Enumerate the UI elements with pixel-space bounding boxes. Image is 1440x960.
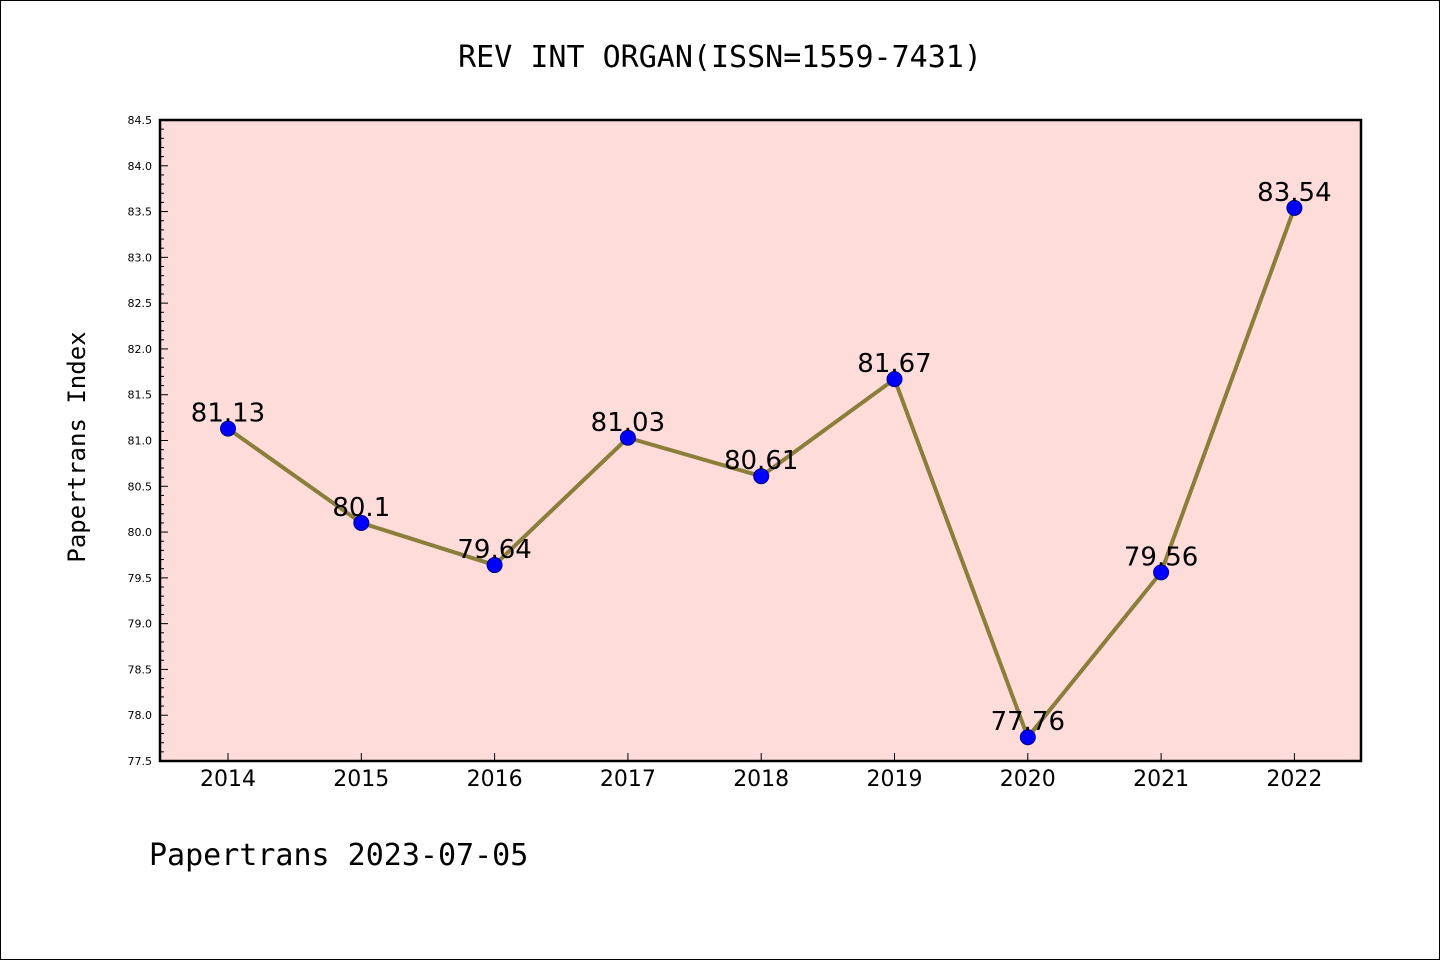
data-point	[353, 514, 370, 531]
x-axis-ticks: 2014 2015 2016 2017 2018 2019 2020 2021 2022	[200, 753, 1322, 792]
data-point	[1153, 564, 1170, 581]
x-tick-label: 2017	[600, 767, 656, 792]
series-layer	[220, 199, 1303, 746]
y-tick-label: 80.5	[128, 480, 153, 493]
data-point	[1286, 199, 1303, 216]
y-tick-label: 81.5	[128, 389, 153, 402]
x-tick-label: 2022	[1266, 767, 1322, 792]
plot-area	[158, 118, 1363, 763]
y-tick-label: 84.0	[128, 160, 153, 173]
data-point	[753, 468, 770, 485]
y-tick-label: 77.5	[128, 755, 153, 768]
y-tick-label: 84.5	[128, 114, 153, 127]
x-tick-label: 2014	[200, 767, 256, 792]
data-label: 79.64	[457, 535, 531, 565]
x-tick-label: 2019	[867, 767, 923, 792]
x-tick-label: 2016	[467, 767, 523, 792]
data-point	[486, 557, 503, 574]
footer-text: Papertrans 2023-07-05	[149, 838, 528, 873]
x-tick-label: 2018	[733, 767, 789, 792]
x-tick-label: 2015	[333, 767, 389, 792]
data-label: 81.13	[191, 399, 265, 429]
data-point	[220, 420, 236, 437]
y-tick-label: 83.5	[128, 206, 153, 219]
y-axis-label: Papertrans Index	[63, 331, 91, 562]
data-label: 80.61	[724, 446, 798, 476]
data-label: 81.67	[857, 349, 931, 379]
y-tick-label: 80.0	[128, 526, 153, 539]
data-label: 83.54	[1257, 178, 1331, 208]
y-tick-label: 79.0	[128, 618, 153, 631]
y-tick-label: 79.5	[128, 572, 153, 585]
data-label: 77.76	[991, 707, 1065, 737]
y-tick-label: 82.0	[128, 343, 153, 356]
data-label: 80.1	[332, 493, 390, 523]
data-point	[619, 429, 636, 446]
y-axis-ticks: 77.5 78.0 78.5 79.0 79.5 80.0 80.5 81.0 81.5 82.0…	[128, 114, 168, 768]
y-tick-label: 78.0	[128, 709, 153, 722]
y-tick-label: 82.5	[128, 297, 153, 310]
data-point	[886, 371, 903, 388]
x-tick-label: 2020	[1000, 767, 1056, 792]
y-tick-label: 83.0	[128, 251, 153, 264]
data-point	[1019, 729, 1036, 746]
data-label: 79.56	[1124, 542, 1198, 572]
data-labels: 81.13 80.1 79.64 81.03 80.61 81.67 77.76 79.56 8…	[191, 178, 1332, 737]
y-tick-label: 78.5	[128, 663, 153, 676]
chart-title: REV INT ORGAN(ISSN=1559-7431)	[458, 40, 982, 75]
x-tick-label: 2021	[1133, 767, 1189, 792]
data-label: 81.03	[591, 408, 665, 438]
y-tick-label: 81.0	[128, 435, 153, 448]
